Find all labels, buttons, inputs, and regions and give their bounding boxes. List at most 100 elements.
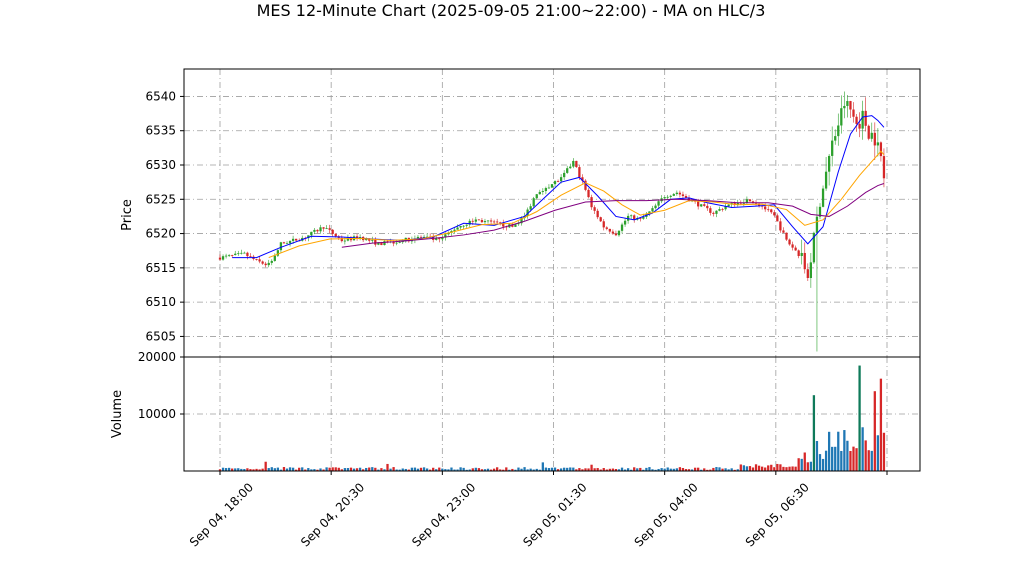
- volume-bar: [690, 469, 694, 471]
- volume-bar: [867, 450, 870, 471]
- volume-bar: [328, 467, 331, 471]
- candle-body: [745, 199, 749, 203]
- volume-bar: [529, 468, 532, 471]
- volume-bar: [837, 431, 840, 471]
- candle-body: [264, 263, 267, 266]
- volume-bar: [334, 467, 337, 471]
- volume-bar: [697, 467, 700, 471]
- candle-body: [718, 209, 721, 211]
- x-tick-label: Sep 05, 06:30: [743, 480, 812, 549]
- candle-body: [605, 227, 608, 229]
- volume-bar: [596, 468, 599, 471]
- volume-bar: [678, 467, 682, 471]
- x-axis: Sep 04, 18:00 Sep 04, 20:30 Sep 04, 23:00 S…: [187, 471, 888, 549]
- candle-body: [486, 220, 490, 222]
- volume-bar: [264, 461, 267, 471]
- volume-bar: [218, 469, 222, 471]
- candle-body: [876, 142, 880, 146]
- volume-bar: [672, 468, 675, 471]
- volume-bar: [742, 465, 745, 471]
- volume-bar: [496, 467, 499, 471]
- volume-bar: [340, 469, 343, 471]
- candle-body: [870, 132, 873, 139]
- volume-bar: [541, 462, 544, 471]
- volume-bar: [700, 469, 703, 471]
- candle-body: [377, 242, 380, 245]
- candle-body: [803, 252, 806, 270]
- candle-body: [499, 222, 502, 224]
- volume-bar: [221, 467, 225, 471]
- volume-bar: [794, 466, 797, 471]
- candle-body: [639, 218, 642, 219]
- candle-body: [611, 231, 615, 234]
- candle-body: [465, 224, 468, 226]
- volume-bar: [724, 468, 727, 471]
- candle-body: [770, 209, 773, 213]
- candle-body: [791, 244, 794, 248]
- volume-bar: [840, 450, 843, 471]
- volume-bar: [788, 466, 791, 471]
- candle-body: [526, 209, 529, 216]
- volume-bar: [249, 469, 252, 471]
- volume-bar: [316, 469, 319, 471]
- volume-bar: [559, 468, 563, 471]
- x-tick-label: Sep 05, 01:30: [520, 480, 589, 549]
- candle-body: [325, 228, 328, 230]
- volume-bar: [471, 468, 474, 471]
- volume-bar: [380, 468, 383, 471]
- candle-body: [502, 222, 505, 227]
- volume-bar: [645, 467, 648, 471]
- volume-bar: [261, 468, 264, 471]
- volume-bar: [782, 466, 785, 471]
- volume-bar: [413, 467, 417, 471]
- candle-body: [285, 243, 289, 245]
- volume-bar: [818, 454, 822, 471]
- volume-bar: [349, 467, 353, 471]
- candle-body: [316, 229, 319, 232]
- volume-bar: [227, 467, 231, 471]
- candle-body: [827, 155, 831, 172]
- candle-body: [255, 259, 258, 260]
- candle-body: [425, 236, 429, 238]
- volume-bar: [538, 469, 541, 471]
- volume-bar: [745, 466, 749, 471]
- volume-bar: [553, 467, 557, 471]
- candle-body: [514, 224, 517, 227]
- candle-body: [596, 210, 599, 218]
- candle-body: [681, 194, 685, 197]
- volume-bar: [852, 446, 855, 471]
- candle-body: [322, 227, 325, 229]
- candle-body: [602, 221, 605, 228]
- candle-body: [218, 257, 222, 260]
- volume-bar: [773, 467, 776, 471]
- volume-bar: [584, 468, 587, 471]
- volume-bar: [505, 467, 508, 471]
- candle-body: [764, 206, 767, 210]
- volume-bar: [322, 469, 325, 471]
- candle-body: [559, 177, 563, 182]
- volume-bar: [684, 469, 688, 471]
- volume-bar: [760, 466, 764, 471]
- volume-bar: [776, 463, 779, 471]
- volume-bar: [276, 467, 280, 471]
- candle-body: [419, 236, 423, 238]
- candle-body: [608, 228, 611, 232]
- candle-body: [651, 208, 654, 212]
- candle-body: [291, 238, 295, 241]
- candle-body: [483, 221, 487, 223]
- volume-bar: [429, 469, 432, 471]
- candle-body: [435, 237, 438, 240]
- volume-bar: [358, 467, 362, 471]
- volume-bar: [508, 469, 511, 471]
- candle-body: [246, 252, 249, 257]
- volume-bar: [764, 467, 767, 471]
- candle-body: [492, 221, 496, 223]
- candle-body: [727, 204, 730, 207]
- candle-body: [684, 196, 688, 198]
- candle-body: [282, 242, 286, 244]
- volume-bar: [298, 467, 301, 471]
- candle-body: [855, 116, 858, 124]
- price-tick-label: 6510: [145, 295, 176, 309]
- volume-bar: [234, 468, 237, 471]
- volume-bar: [791, 466, 794, 471]
